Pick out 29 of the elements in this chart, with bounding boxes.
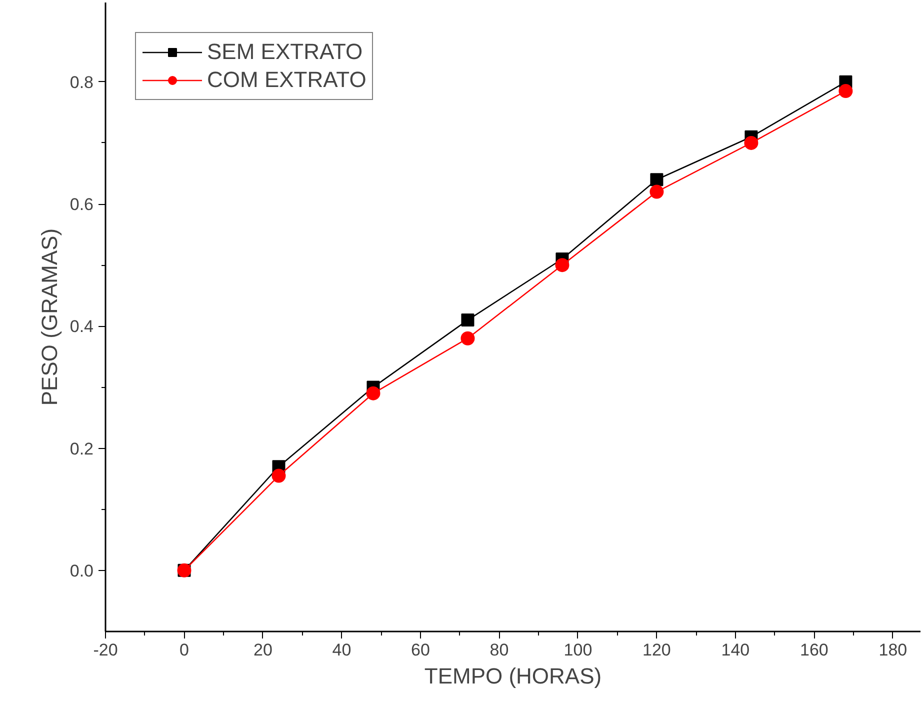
- x-tick-label: 100: [564, 640, 592, 660]
- y-axis-title: PESO (GRAMAS): [36, 228, 62, 406]
- x-tick-label: 120: [642, 640, 671, 660]
- x-tick-label: 60: [411, 640, 430, 660]
- y-tick-label: 0.8: [70, 72, 94, 92]
- point: [555, 258, 570, 272]
- point: [366, 386, 380, 400]
- x-tick-label: 20: [254, 640, 272, 660]
- point: [650, 184, 664, 199]
- y-tick-label: 0.2: [70, 439, 94, 458]
- point: [838, 84, 853, 98]
- x-tick-label: -20: [93, 640, 118, 660]
- y-tick-label: 0.6: [70, 195, 94, 214]
- y-tick-label: 0.4: [70, 317, 94, 336]
- x-axis-title: TEMPO (HORAS): [424, 664, 602, 688]
- y-tick-label: 0.0: [70, 561, 94, 580]
- point: [272, 468, 286, 483]
- legend-label: SEM EXTRATO: [207, 39, 363, 65]
- point: [650, 173, 664, 186]
- x-tick-label: 80: [490, 640, 509, 660]
- x-tick-label: 40: [332, 640, 352, 660]
- point: [461, 314, 474, 327]
- x-tick-label: 0: [180, 640, 189, 660]
- legend-label: COM EXTRATO: [207, 67, 366, 93]
- x-tick-label: 140: [721, 640, 750, 660]
- point: [744, 136, 758, 150]
- x-tick-label: 180: [878, 640, 908, 660]
- x-tick-label: 160: [800, 640, 828, 660]
- point: [460, 331, 475, 346]
